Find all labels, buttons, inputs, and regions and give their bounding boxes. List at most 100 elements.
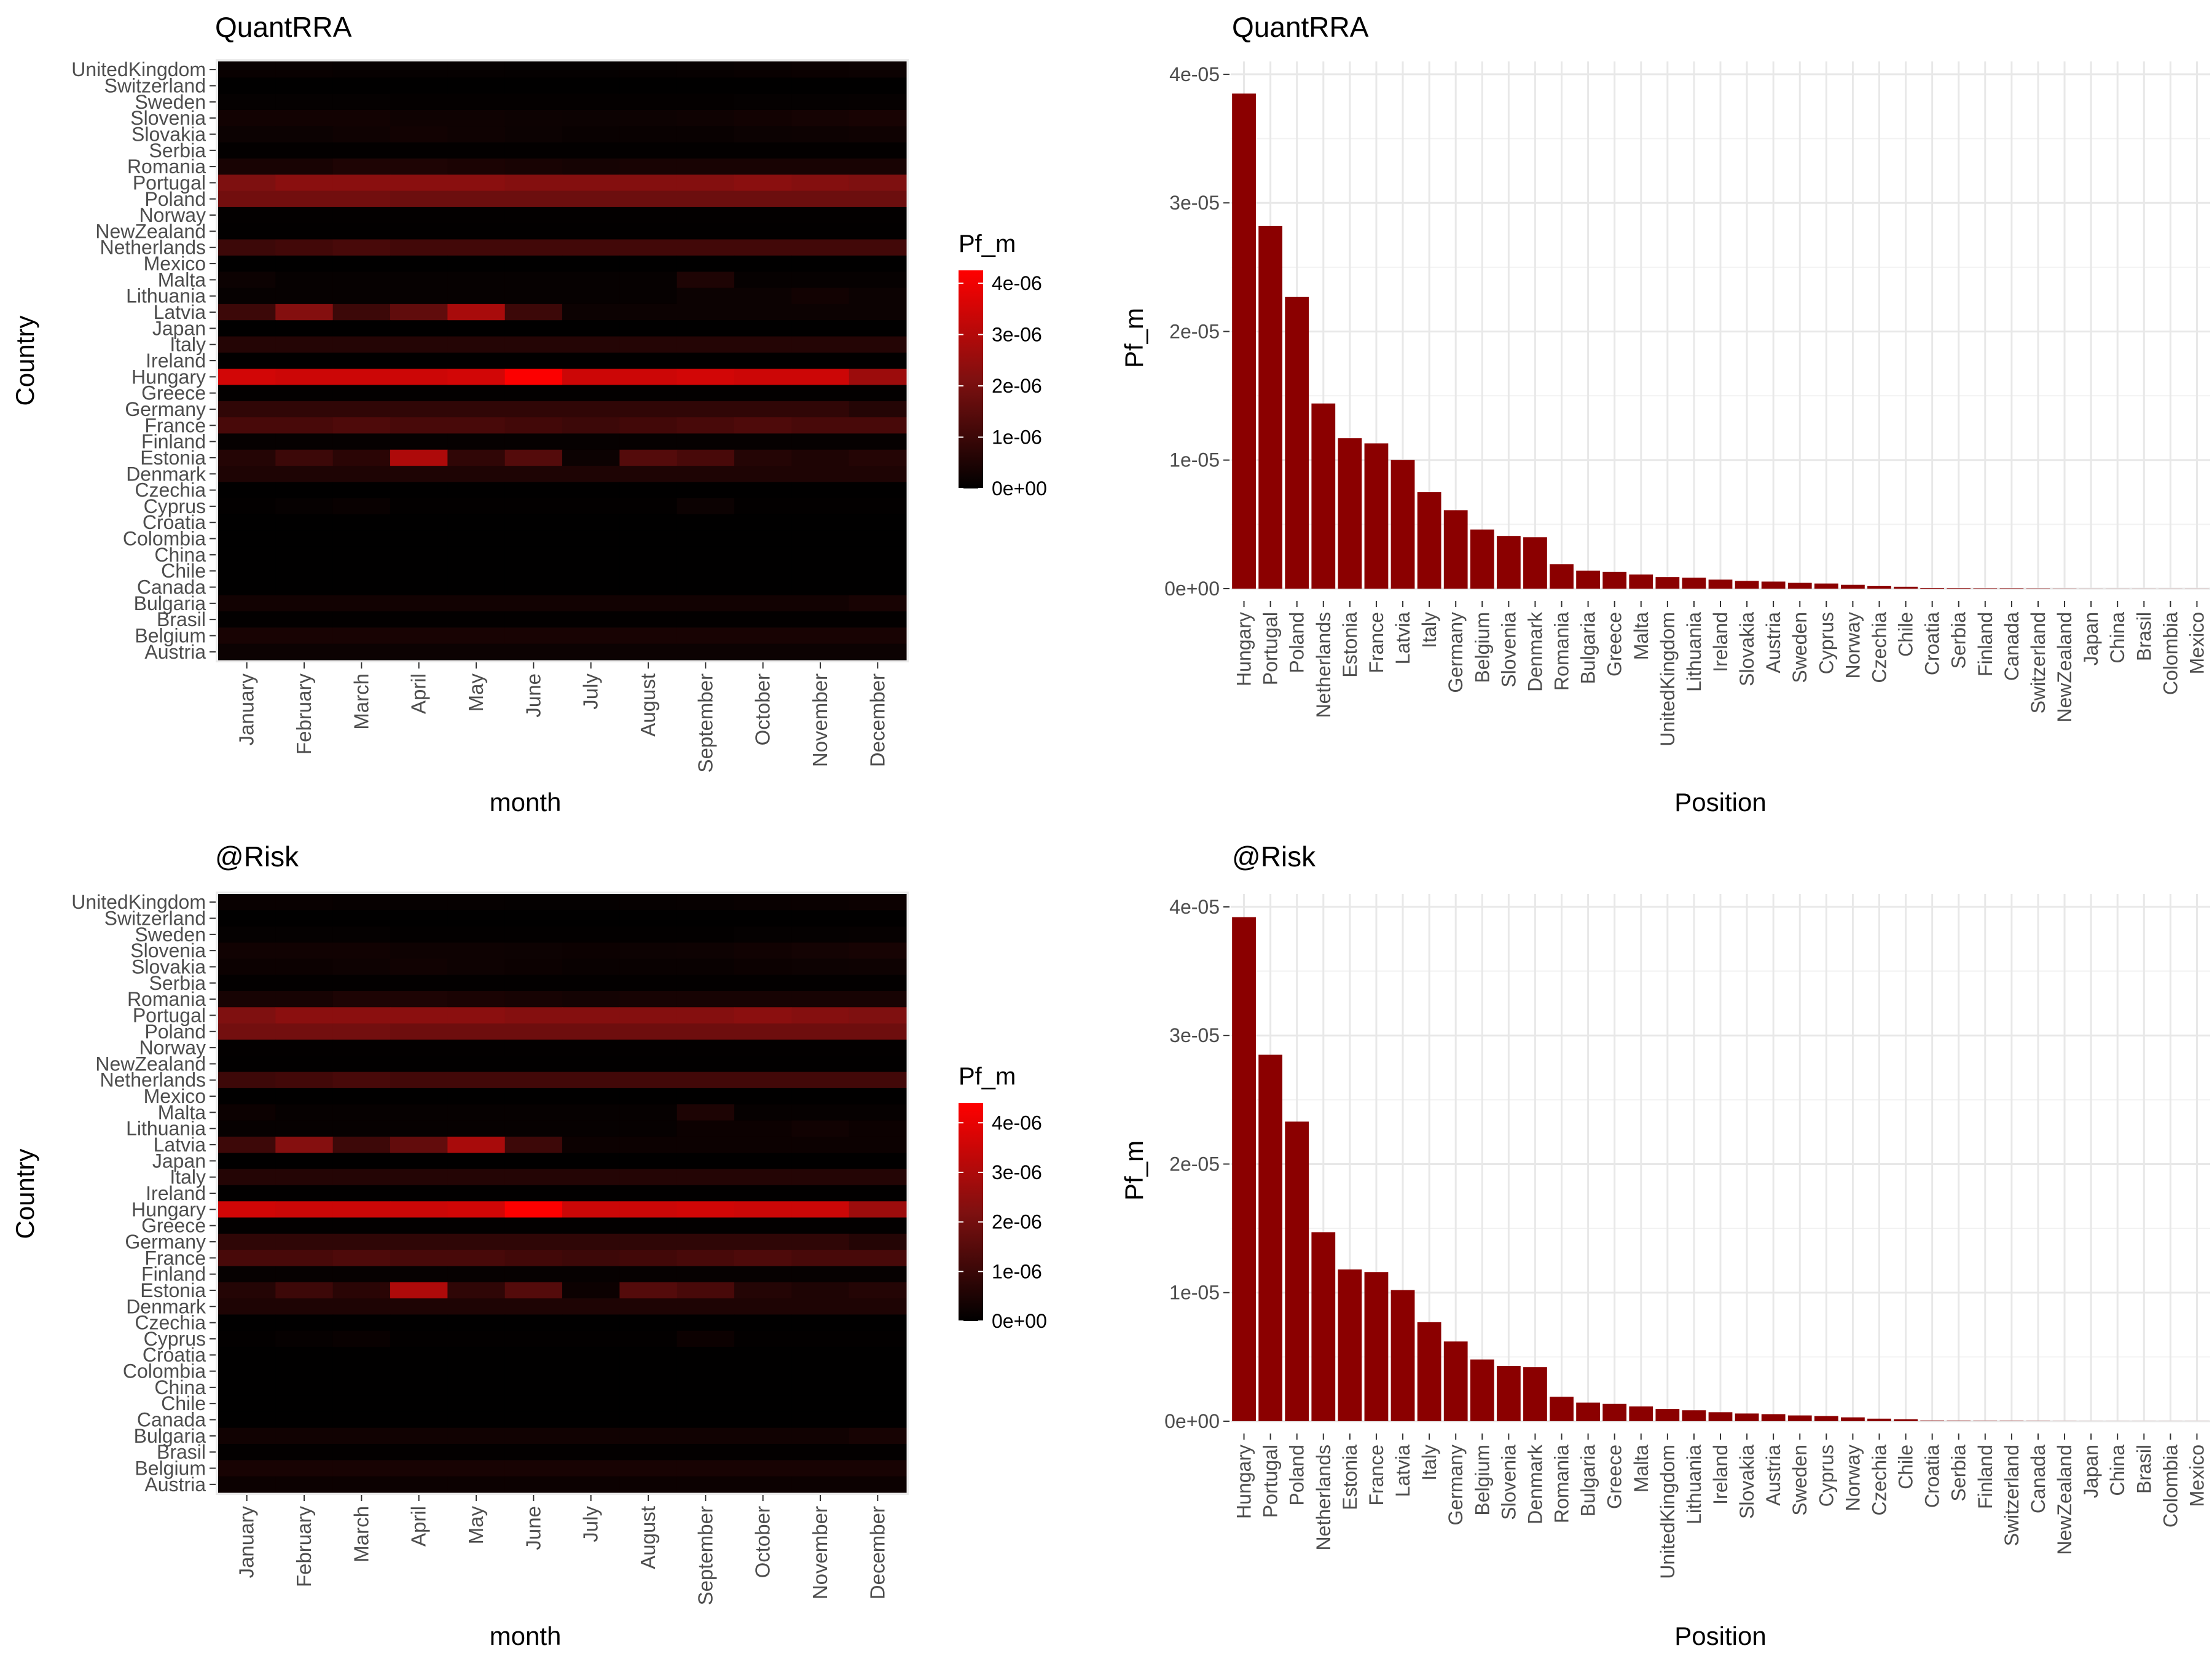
heatmap-cell xyxy=(562,482,620,499)
heatmap-cell xyxy=(734,975,792,992)
heatmap-cell xyxy=(390,1363,448,1380)
heatmap-cell xyxy=(677,643,735,661)
heatmap-cell xyxy=(677,1104,735,1121)
heatmap-cell xyxy=(332,158,391,175)
country-tick-label: Colombia xyxy=(123,528,206,550)
heatmap-cell xyxy=(390,546,448,563)
heatmap-cell xyxy=(447,482,506,499)
heatmap-cell xyxy=(447,449,506,466)
heatmap-cell xyxy=(734,304,792,321)
heatmap-cell xyxy=(791,1233,850,1250)
bar xyxy=(1232,917,1256,1421)
month-tick-label: November xyxy=(809,1506,831,1599)
heatmap-cell xyxy=(390,910,448,927)
heatmap-cell xyxy=(275,595,334,612)
x-tick-label: Brasil xyxy=(2133,1445,2155,1494)
heatmap-cell xyxy=(447,546,506,563)
heatmap-cell xyxy=(218,93,276,111)
country-tick-label: Poland xyxy=(144,1021,206,1043)
heatmap-cell xyxy=(734,433,792,450)
heatmap-cell xyxy=(390,272,448,289)
bar xyxy=(1364,443,1389,589)
heatmap-cell xyxy=(447,175,506,192)
heatmap-cell xyxy=(849,1314,907,1332)
heatmap-cell xyxy=(332,563,391,579)
heatmap-cell xyxy=(619,627,678,645)
heatmap-cell xyxy=(275,272,334,289)
heatmap-cell xyxy=(734,643,792,661)
bar xyxy=(1682,1410,1706,1421)
heatmap-cell xyxy=(791,142,850,159)
heatmap-cell xyxy=(218,320,276,337)
y-axis-title: Pf_m xyxy=(1120,308,1148,368)
heatmap-cell xyxy=(504,1217,563,1234)
heatmap-cell xyxy=(504,61,563,78)
x-tick-label: UnitedKingdom xyxy=(1657,612,1679,747)
heatmap-cell xyxy=(849,1379,907,1396)
heatmap-cell xyxy=(390,1427,448,1445)
heatmap-cell xyxy=(504,1298,563,1315)
heatmap-cell xyxy=(218,1153,276,1170)
y-axis-title: Pf_m xyxy=(1120,1140,1148,1201)
heatmap-cell xyxy=(562,1023,620,1040)
heatmap-cell xyxy=(504,579,563,596)
heatmap-cell xyxy=(275,1023,334,1040)
x-tick-label: Romania xyxy=(1551,612,1573,691)
heatmap-cell xyxy=(390,369,448,385)
heatmap-cell xyxy=(791,1266,850,1283)
heatmap-cell xyxy=(218,206,276,224)
heatmap-cell xyxy=(504,1444,563,1461)
heatmap-cell xyxy=(218,975,276,992)
heatmap-cell xyxy=(390,1460,448,1477)
heatmap-cell xyxy=(734,93,792,111)
heatmap-cell xyxy=(504,158,563,175)
heatmap-cell xyxy=(275,942,334,959)
heatmap-cell xyxy=(734,546,792,563)
heatmap-cell xyxy=(677,304,735,321)
heatmap-cell xyxy=(849,1266,907,1283)
heatmap-cell xyxy=(849,627,907,645)
heatmap-cell xyxy=(332,1282,391,1299)
country-tick-label: Germany xyxy=(125,398,206,420)
heatmap-cell xyxy=(504,1379,563,1396)
heatmap-cell xyxy=(332,595,391,612)
heatmap-cell xyxy=(677,894,735,911)
heatmap-cell xyxy=(734,1363,792,1380)
heatmap-cell xyxy=(447,1072,506,1089)
heatmap-cell xyxy=(275,61,334,78)
country-tick-label: UnitedKingdom xyxy=(71,58,206,80)
heatmap-cell xyxy=(504,126,563,143)
heatmap-cell xyxy=(504,627,563,645)
legend-tick-label: 0e+00 xyxy=(992,1310,1047,1332)
x-tick-label: China xyxy=(2106,612,2128,664)
heatmap-cell xyxy=(849,93,907,111)
heatmap-cell xyxy=(218,910,276,927)
heatmap-cell xyxy=(504,93,563,111)
heatmap-cell xyxy=(791,1023,850,1040)
heatmap-cell xyxy=(677,1185,735,1202)
heatmap-cell xyxy=(619,1347,678,1363)
y-tick-label: 4e-05 xyxy=(1169,63,1220,85)
bar xyxy=(1576,570,1600,589)
heatmap-cell xyxy=(619,304,678,321)
month-tick-label: February xyxy=(292,1506,315,1588)
heatmap-cell xyxy=(447,1250,506,1266)
heatmap-cell xyxy=(447,1007,506,1024)
heatmap-cell xyxy=(504,1056,563,1073)
x-tick-label: Denmark xyxy=(1524,611,1546,692)
legend-tick-label: 2e-06 xyxy=(992,1211,1042,1233)
heatmap-cell xyxy=(791,1314,850,1332)
heatmap-cell xyxy=(504,417,563,434)
heatmap-cell xyxy=(218,352,276,369)
country-tick-label: Czechia xyxy=(135,479,206,501)
heatmap-cell xyxy=(390,1347,448,1363)
heatmap-cell xyxy=(218,1039,276,1056)
x-tick-label: Belgium xyxy=(1471,612,1493,683)
heatmap-cell xyxy=(332,1314,391,1332)
heatmap-cell xyxy=(218,643,276,661)
x-tick-label: Sweden xyxy=(1789,1445,1811,1516)
heatmap-cell xyxy=(447,304,506,321)
heatmap-cell xyxy=(390,401,448,418)
heatmap-cell xyxy=(275,1379,334,1396)
bar xyxy=(1523,537,1547,589)
